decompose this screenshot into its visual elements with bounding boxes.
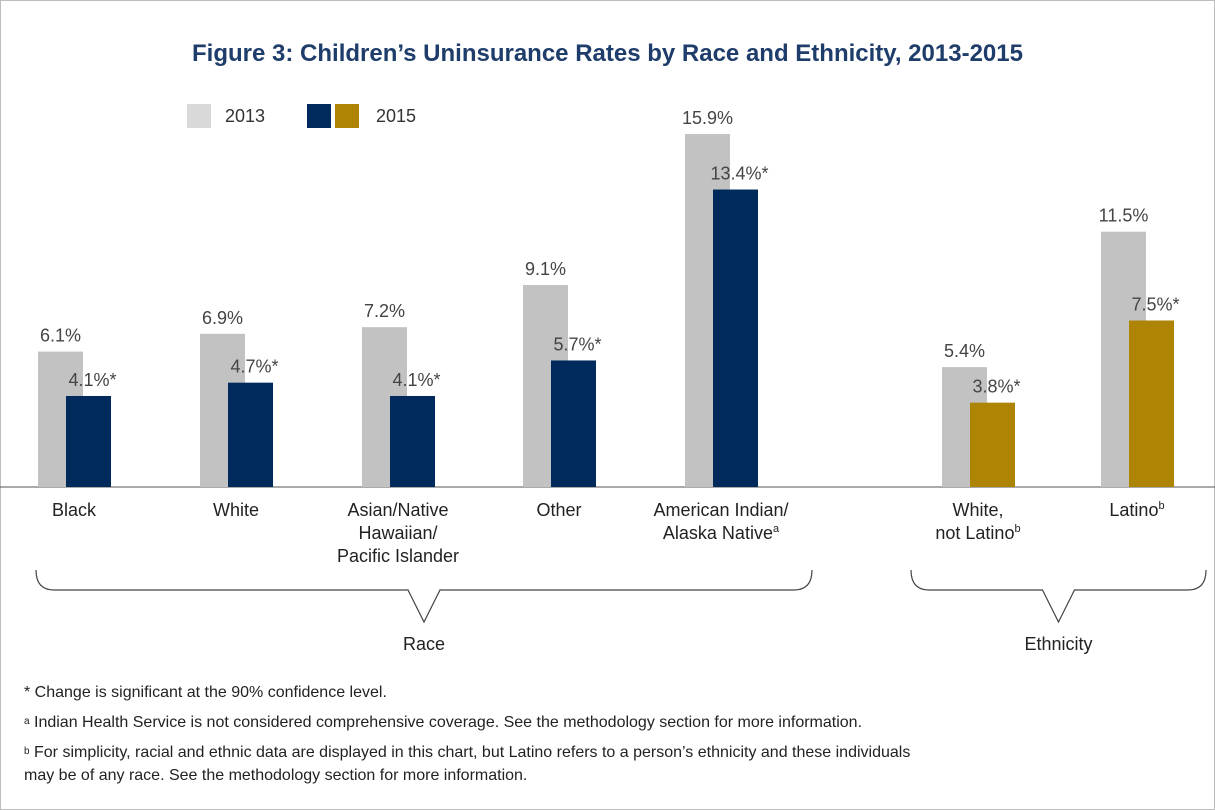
data-label-2013-white-not-latino: 5.4%: [944, 341, 985, 361]
footnote-a: a Indian Health Service is not considere…: [24, 711, 862, 734]
data-label-2015-other: 5.7%*: [553, 334, 601, 354]
data-label-2015-latino: 7.5%*: [1131, 295, 1179, 315]
category-label-white-not-latino: White,: [952, 500, 1003, 520]
category-label-white-not-latino: not Latinob: [935, 523, 1020, 543]
bar-chart: 6.1% 4.1%* Black 6.9% 4.7%* White 7.2% 4.1%* Asi…: [0, 104, 1215, 654]
bar-2015-asian-native-hawaiian-pacific-islander: [390, 395, 435, 487]
bar-2015-white: [228, 382, 273, 487]
data-label-2015-black: 4.1%*: [68, 370, 116, 390]
ethnicity-group-bracket: [910, 569, 1207, 624]
category-label-black: Black: [52, 500, 97, 520]
data-label-2015-white-not-latino: 3.8%*: [972, 377, 1020, 397]
footnote-b-continued: may be of any race. See the methodology …: [24, 767, 528, 784]
bar-2015-white-not-latino: [970, 402, 1015, 487]
footnote-b: b For simplicity, racial and ethnic data…: [24, 741, 910, 764]
category-label-american-indian-alaska-native: Alaska Nativea: [663, 523, 780, 543]
bar-2015-american-indian-alaska-native: [713, 189, 758, 487]
legend-swatch-2015-ethnicity: [335, 104, 359, 128]
legend-swatch-2015-race: [307, 104, 331, 128]
data-label-2015-white: 4.7%*: [230, 357, 278, 377]
category-label-latino: Latinob: [1109, 500, 1164, 520]
data-label-2013-latino: 11.5%: [1099, 206, 1149, 226]
group-label-ethnicity: Ethnicity: [1024, 634, 1092, 654]
footnote-b-mark: b: [24, 746, 30, 757]
data-label-2015-asian-native-hawaiian-pacific-islander: 4.1%*: [392, 370, 440, 390]
data-label-2013-white: 6.9%: [202, 308, 243, 328]
group-label-race: Race: [403, 634, 445, 654]
bar-2015-black: [66, 395, 111, 487]
data-label-2013-american-indian-alaska-native: 15.9%: [682, 108, 733, 128]
footnote-b-text-line1: For simplicity, racial and ethnic data a…: [29, 744, 911, 761]
category-label-american-indian-alaska-native: American Indian/: [653, 500, 788, 520]
category-label-white: White: [213, 500, 259, 520]
bar-2015-other: [551, 360, 596, 487]
data-label-2013-other: 9.1%: [525, 259, 566, 279]
footnote-significance: * Change is significant at the 90% confi…: [24, 684, 387, 701]
legend-label-2015: 2015: [376, 106, 416, 126]
data-label-2013-asian-native-hawaiian-pacific-islander: 7.2%: [364, 301, 405, 321]
footnote-a-text: Indian Health Service is not considered …: [29, 714, 863, 731]
category-footnote-mark: b: [1158, 500, 1164, 512]
data-label-2013-black: 6.1%: [40, 326, 81, 346]
category-label-asian-native-hawaiian-pacific-islander: Asian/Native: [347, 500, 448, 520]
category-label-other: Other: [536, 500, 581, 520]
bar-2015-latino: [1129, 320, 1174, 487]
race-group-bracket: [35, 569, 813, 624]
footnote-a-mark: a: [24, 716, 30, 727]
legend-swatch-2013: [187, 104, 211, 128]
data-label-2015-american-indian-alaska-native: 13.4%*: [710, 164, 768, 184]
category-footnote-mark: a: [773, 523, 780, 535]
category-label-asian-native-hawaiian-pacific-islander: Pacific Islander: [337, 546, 459, 566]
chart-title: Figure 3: Children’s Uninsurance Rates b…: [192, 40, 1023, 67]
category-footnote-mark: b: [1014, 523, 1020, 535]
category-label-asian-native-hawaiian-pacific-islander: Hawaiian/: [358, 523, 437, 543]
legend-label-2013: 2013: [225, 106, 265, 126]
